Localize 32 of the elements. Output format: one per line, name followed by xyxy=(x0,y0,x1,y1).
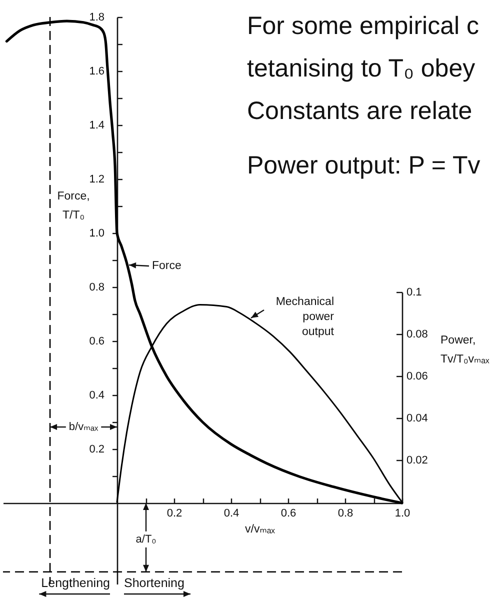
y2-tick-label: 0.06 xyxy=(406,370,428,383)
y2-tick-label: 0.08 xyxy=(406,328,428,341)
y-axis-title: Force, T/T₀ xyxy=(57,190,90,222)
x-axis-title: v/vₘₐₓ xyxy=(245,524,276,536)
annotation: Lengthening xyxy=(41,576,110,590)
x-tick-label: 0.2 xyxy=(166,508,182,520)
annotation: For some empirical c xyxy=(247,12,479,40)
y-tick-label: 1.0 xyxy=(89,228,104,240)
y-tick-label: 1.2 xyxy=(89,174,104,186)
y-tick-label: 0.8 xyxy=(89,282,104,294)
y2-tick-label: 0.04 xyxy=(406,412,428,425)
x-tick-label: 0.6 xyxy=(280,508,296,520)
y-tick-label: 1.6 xyxy=(89,66,104,78)
y2-tick-label: 0.1 xyxy=(406,286,422,299)
x-tick-label: 1.0 xyxy=(394,508,410,520)
y2-axis-title: Power, Tv/T₀vₘₐₓ xyxy=(440,334,490,366)
x-tick-label: 0.8 xyxy=(338,508,354,520)
y-tick-label: 0.6 xyxy=(89,336,104,348)
annotation: Shortening xyxy=(124,576,185,590)
ref-line-label: a/T₀ xyxy=(136,533,156,546)
series-label: Force xyxy=(152,260,182,272)
annotation: Constants are relate xyxy=(247,97,472,125)
series-label: Mechanical power output xyxy=(276,296,335,338)
annotation: Power output: P = Tv xyxy=(247,152,481,180)
ref-line-label: b/vₘₐₓ xyxy=(68,421,99,433)
y-tick-label: 0.4 xyxy=(89,390,104,402)
y-tick-label: 1.4 xyxy=(89,120,104,132)
y-tick-label: 0.2 xyxy=(89,444,104,456)
y-tick-label: 1.8 xyxy=(89,12,104,24)
x-tick-label: 0.4 xyxy=(224,508,240,520)
y2-tick-label: 0.02 xyxy=(406,454,428,467)
annotation: tetanising to T₀ obey xyxy=(247,54,476,82)
